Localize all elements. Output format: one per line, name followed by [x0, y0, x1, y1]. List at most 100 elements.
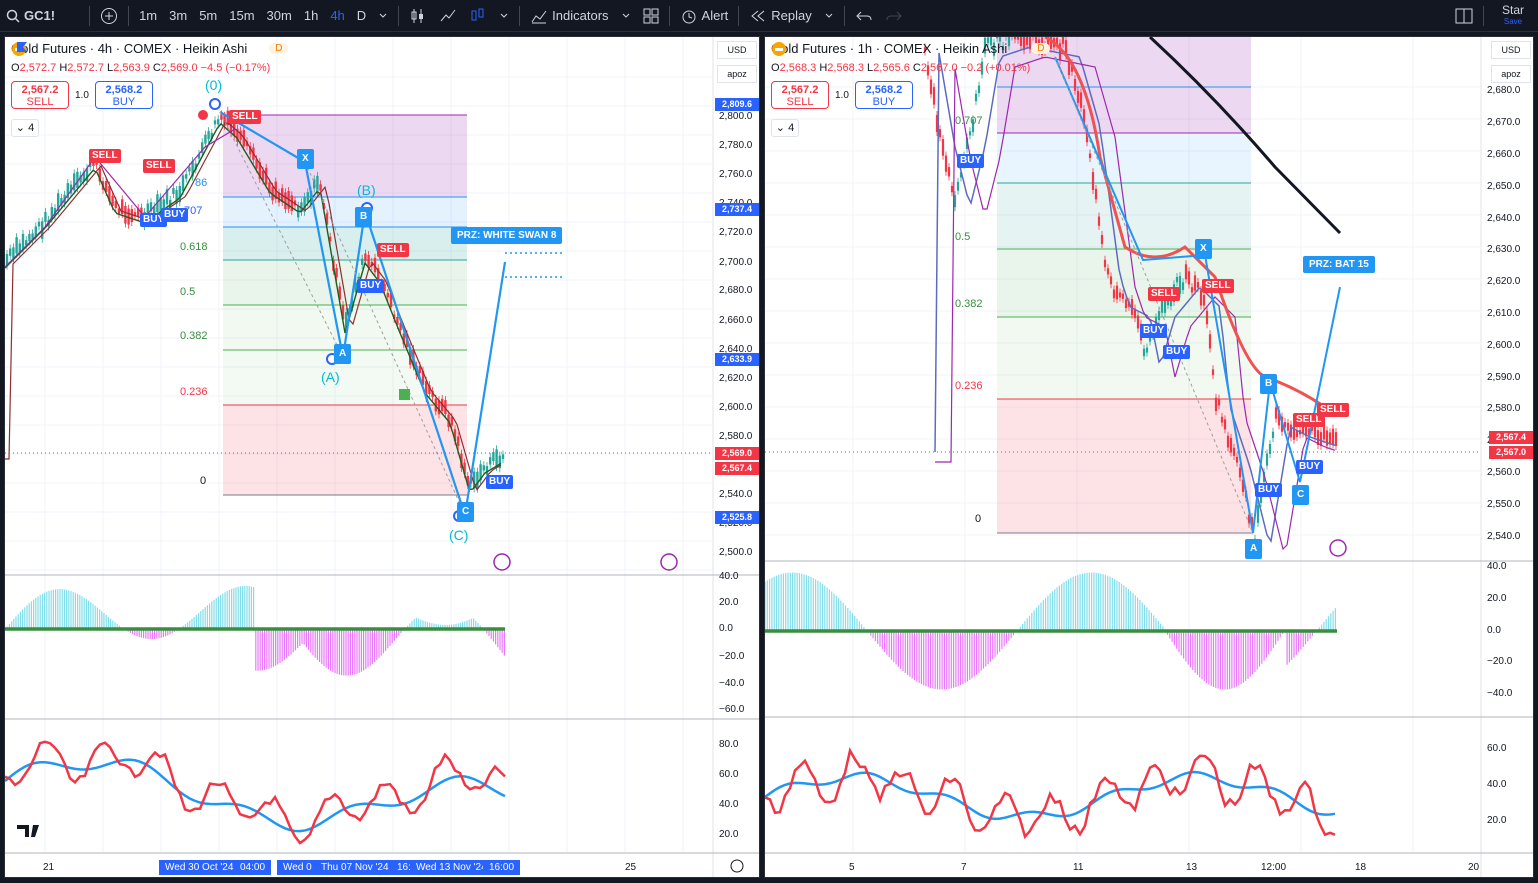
prz-label[interactable]: PRZ: BAT 15 — [1303, 256, 1375, 273]
sell-button[interactable]: 2,567.2 SELL — [771, 81, 829, 109]
timeframe-dropdown[interactable] — [372, 0, 394, 32]
rsi-line-blue — [5, 758, 506, 833]
sell-button[interactable]: 2,567.2 SELL — [11, 81, 69, 109]
tradingview-logo-icon — [17, 825, 39, 837]
templates-button[interactable] — [637, 0, 665, 32]
bar-style-dropdown[interactable] — [493, 0, 515, 32]
replay-button[interactable]: Replay — [743, 0, 817, 32]
x-axis-label: 13 — [1186, 862, 1198, 873]
indicators-label: Indicators — [552, 8, 609, 23]
candle-body — [1088, 153, 1092, 159]
candle-body — [1325, 430, 1329, 446]
candle-body — [983, 37, 987, 54]
candle-body — [79, 175, 82, 183]
toolbar-divider — [89, 5, 91, 26]
candle-body — [1049, 37, 1053, 49]
candle-body — [210, 132, 213, 139]
candle-body — [1058, 43, 1062, 61]
timeframe-5m[interactable]: 5m — [199, 8, 218, 23]
data-badge[interactable]: D — [269, 43, 289, 54]
bar-style-heikin[interactable] — [463, 0, 493, 32]
candle-body — [418, 366, 421, 374]
price-tick: 2,680.0 — [1487, 85, 1521, 96]
flag-icon[interactable] — [15, 41, 29, 55]
price-tick: 2,760.0 — [719, 169, 753, 180]
wave-label: (A) — [321, 369, 340, 385]
indicators-icon — [531, 10, 547, 23]
candle-body — [953, 195, 957, 208]
candle-body — [1079, 92, 1083, 108]
candle-body — [66, 183, 69, 198]
candle-body — [1007, 37, 1011, 47]
quantity[interactable]: 1.0 — [835, 89, 849, 101]
data-badge[interactable]: D — [1031, 43, 1051, 54]
chart-canvas-right[interactable] — [765, 37, 1534, 878]
toolbar-divider — [128, 5, 130, 26]
x-axis-label: 12:00 — [1261, 862, 1287, 873]
timeframe-1h[interactable]: 1h — [303, 8, 319, 23]
timeframe-15m[interactable]: 15m — [229, 8, 255, 23]
price-tick: 2,580.0 — [1487, 403, 1521, 414]
symbol-search[interactable]: GC1! — [0, 0, 61, 32]
candle-body — [306, 192, 309, 203]
candle-body — [425, 380, 428, 399]
candle-body — [169, 199, 172, 208]
buy-button[interactable]: 2,568.2 BUY — [94, 81, 153, 109]
currency-selector[interactable]: USD — [717, 41, 757, 59]
bar-style-line[interactable] — [433, 0, 463, 32]
buy-signal-tag: BUY — [1255, 483, 1283, 497]
x-axis-label: 21 — [43, 862, 55, 873]
price-tick: 2,590.0 — [1487, 372, 1521, 383]
save-area[interactable]: Star Save — [1488, 4, 1538, 27]
fib-label: 0.382 — [955, 298, 983, 310]
alert-button[interactable]: Alert — [674, 0, 735, 32]
replay-dropdown[interactable] — [818, 0, 840, 32]
indicators-dropdown[interactable] — [615, 0, 637, 32]
candle-body — [998, 37, 1002, 42]
candle-body — [1055, 37, 1059, 47]
high-value: 2,572.7 — [67, 62, 104, 74]
candle-body — [92, 160, 95, 166]
currency-selector[interactable]: USD — [1491, 41, 1531, 59]
indicators-button[interactable]: Indicators — [524, 0, 614, 32]
timeframe-4h[interactable]: 4h — [330, 8, 345, 23]
sell-signal-tag: SELL — [1202, 279, 1234, 293]
layout-button[interactable] — [1449, 0, 1479, 32]
compare-button[interactable] — [94, 0, 124, 32]
buy-signal-tag: BUY — [140, 213, 168, 227]
candle-body — [986, 37, 990, 44]
scale-selector[interactable]: apoz — [717, 65, 757, 83]
quantity[interactable]: 1.0 — [75, 89, 89, 101]
undo-button[interactable] — [849, 0, 879, 32]
candle-body — [34, 226, 37, 238]
timeframe-30m[interactable]: 30m — [266, 8, 292, 23]
chart-panel-right[interactable]: Gold Futures · 1h · COMEX · Heikin Ashi … — [764, 36, 1534, 878]
candle-body — [124, 205, 127, 224]
osc-tick: 0.0 — [1487, 625, 1501, 636]
redo-button[interactable] — [879, 0, 909, 32]
fib-label: 0 — [200, 475, 207, 487]
timeframe-1m[interactable]: 1m — [139, 8, 158, 23]
chart-panel-left[interactable]: Gold Futures · 4h · COMEX · Heikin Ashi … — [4, 36, 760, 878]
scale-selector[interactable]: apoz — [1491, 65, 1531, 83]
open-value: 2,572.7 — [19, 62, 57, 74]
candle-body — [31, 233, 34, 240]
ma-line-blue — [934, 46, 1336, 543]
buy-button[interactable]: 2,568.2 BUY — [854, 81, 913, 109]
plus-circle-icon — [101, 7, 118, 24]
bar-style-candles[interactable] — [403, 0, 433, 32]
buy-signal-tag: BUY — [161, 208, 189, 222]
price-tag: 2,737.4 — [715, 203, 759, 216]
sell-signal-tag: SELL — [143, 159, 175, 173]
indicators-collapse[interactable]: ⌄ 4 — [11, 119, 39, 137]
indicators-collapse[interactable]: ⌄ 4 — [771, 119, 799, 137]
timeframe-3m[interactable]: 3m — [169, 8, 188, 23]
chevron-down-icon — [825, 13, 833, 18]
toolbar-divider — [843, 5, 845, 26]
price-tag: 2,633.9 — [715, 353, 759, 366]
candle-body — [15, 237, 18, 254]
prz-label[interactable]: PRZ: WHITE SWAN 8 — [451, 227, 563, 244]
chart-canvas-left[interactable] — [5, 37, 760, 878]
timeframe-D[interactable]: D — [356, 8, 367, 23]
